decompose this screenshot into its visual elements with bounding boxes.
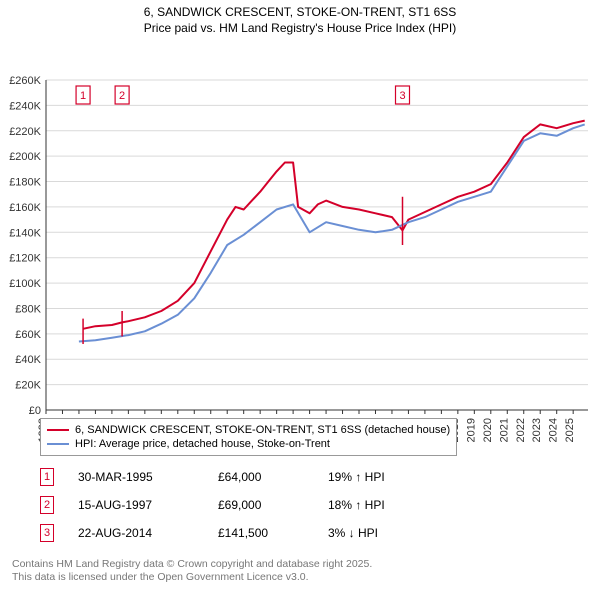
marker-badge: 3 bbox=[40, 524, 54, 542]
svg-text:£140K: £140K bbox=[9, 228, 41, 240]
footer-line1: Contains HM Land Registry data © Crown c… bbox=[12, 558, 372, 571]
marker-delta: 19% ↑ HPI bbox=[328, 470, 458, 484]
svg-text:£200K: £200K bbox=[9, 152, 41, 164]
svg-text:£40K: £40K bbox=[15, 355, 41, 367]
marker-row: 1 30-MAR-1995£64,00019% ↑ HPI bbox=[40, 466, 458, 488]
title-line1: 6, SANDWICK CRESCENT, STOKE-ON-TRENT, ST… bbox=[0, 4, 600, 20]
marker-delta: 18% ↑ HPI bbox=[328, 498, 458, 512]
marker-row: 3 22-AUG-2014£141,5003% ↓ HPI bbox=[40, 522, 458, 544]
footer: Contains HM Land Registry data © Crown c… bbox=[12, 558, 372, 584]
svg-text:£100K: £100K bbox=[9, 278, 41, 290]
legend-swatch bbox=[47, 429, 69, 431]
svg-text:£20K: £20K bbox=[15, 380, 41, 392]
marker-table: 1 30-MAR-1995£64,00019% ↑ HPI 2 15-AUG-1997… bbox=[40, 466, 458, 550]
chart-area: £0 £20K £40K £60K £80K £100K £120K £140K £160K £1… bbox=[0, 36, 600, 448]
svg-text:3: 3 bbox=[399, 90, 405, 102]
footer-line2: This data is licensed under the Open Gov… bbox=[12, 571, 372, 584]
marker-price: £141,500 bbox=[218, 526, 328, 540]
svg-text:£80K: £80K bbox=[15, 304, 41, 316]
marker-badge: 1 bbox=[40, 468, 54, 486]
marker-badge: 2 bbox=[40, 496, 54, 514]
svg-text:£60K: £60K bbox=[15, 329, 41, 341]
svg-text:£180K: £180K bbox=[9, 177, 41, 189]
legend-item: 6, SANDWICK CRESCENT, STOKE-ON-TRENT, ST… bbox=[47, 423, 450, 437]
legend-swatch bbox=[47, 443, 69, 445]
svg-text:2024: 2024 bbox=[548, 418, 560, 442]
legend-label: 6, SANDWICK CRESCENT, STOKE-ON-TRENT, ST… bbox=[75, 424, 450, 436]
legend: 6, SANDWICK CRESCENT, STOKE-ON-TRENT, ST… bbox=[40, 418, 457, 456]
chart-title: 6, SANDWICK CRESCENT, STOKE-ON-TRENT, ST… bbox=[0, 0, 600, 36]
marker-price: £69,000 bbox=[218, 498, 328, 512]
svg-text:1: 1 bbox=[80, 90, 86, 102]
svg-text:£240K: £240K bbox=[9, 101, 41, 113]
marker-date: 15-AUG-1997 bbox=[78, 498, 218, 512]
title-line2: Price paid vs. HM Land Registry's House … bbox=[0, 20, 600, 36]
svg-text:£160K: £160K bbox=[9, 202, 41, 214]
svg-text:2022: 2022 bbox=[515, 418, 527, 442]
svg-text:£260K: £260K bbox=[9, 75, 41, 87]
marker-date: 22-AUG-2014 bbox=[78, 526, 218, 540]
marker-price: £64,000 bbox=[218, 470, 328, 484]
svg-text:£0: £0 bbox=[29, 405, 41, 417]
svg-text:£220K: £220K bbox=[9, 126, 41, 138]
marker-delta: 3% ↓ HPI bbox=[328, 526, 458, 540]
svg-text:2025: 2025 bbox=[564, 418, 576, 442]
legend-item: HPI: Average price, detached house, Stok… bbox=[47, 437, 450, 451]
svg-text:2: 2 bbox=[119, 90, 125, 102]
svg-text:2019: 2019 bbox=[465, 418, 477, 442]
marker-date: 30-MAR-1995 bbox=[78, 470, 218, 484]
marker-row: 2 15-AUG-1997£69,00018% ↑ HPI bbox=[40, 494, 458, 516]
line-chart: £0 £20K £40K £60K £80K £100K £120K £140K £160K £1… bbox=[0, 36, 600, 448]
svg-text:2023: 2023 bbox=[531, 418, 543, 442]
svg-text:2021: 2021 bbox=[498, 418, 510, 442]
svg-text:2020: 2020 bbox=[482, 418, 494, 442]
legend-label: HPI: Average price, detached house, Stok… bbox=[75, 438, 330, 450]
svg-text:£120K: £120K bbox=[9, 253, 41, 265]
